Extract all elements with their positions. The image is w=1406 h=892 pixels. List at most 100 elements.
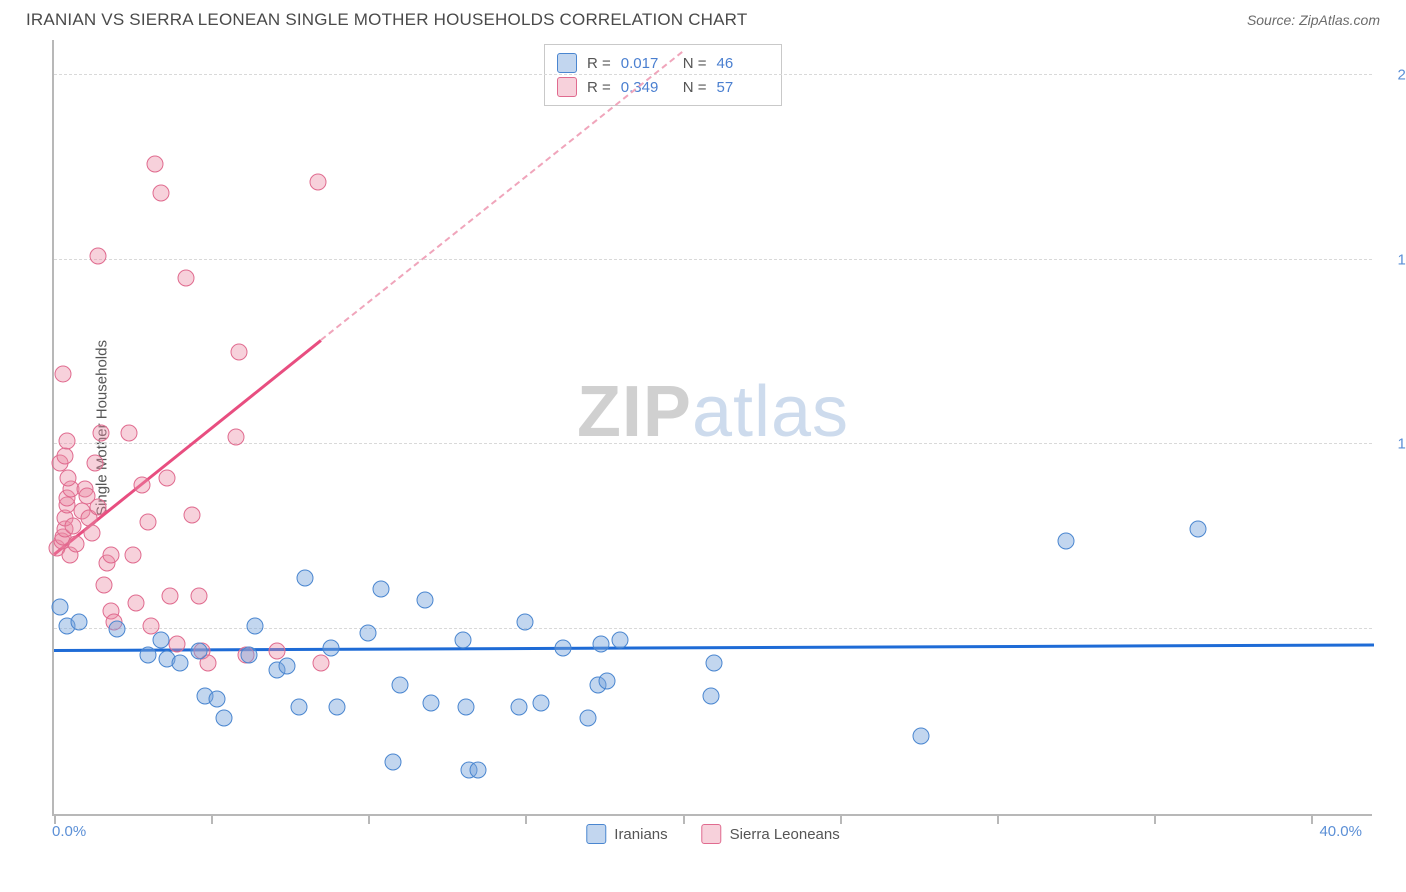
x-tick [1154,814,1156,824]
n-value: 57 [717,79,769,96]
legend-item-sierra-leoneans: Sierra Leoneans [702,824,840,844]
n-label: N = [683,79,707,96]
data-point [231,344,248,361]
x-tick [997,814,999,824]
legend-top-row-pink: R = 0.349 N = 57 [557,75,769,99]
data-point [240,647,257,664]
plot-area: ZIPatlas R = 0.017 N = 46 R = 0.349 N = … [52,40,1372,816]
data-point [278,658,295,675]
data-point [159,469,176,486]
data-point [184,506,201,523]
data-point [127,595,144,612]
trendline [321,51,684,341]
data-point [162,587,179,604]
data-point [372,580,389,597]
data-point [102,547,119,564]
r-label: R = [587,79,611,96]
data-point [152,185,169,202]
data-point [423,695,440,712]
swatch-blue-icon [586,824,606,844]
n-label: N = [683,55,707,72]
data-point [171,654,188,671]
swatch-blue-icon [557,53,577,73]
source-label: Source: ZipAtlas.com [1247,12,1380,28]
data-point [580,709,597,726]
swatch-pink-icon [702,824,722,844]
watermark-zip: ZIP [577,372,692,452]
data-point [64,517,81,534]
data-point [360,624,377,641]
data-point [310,174,327,191]
data-point [140,647,157,664]
legend-label: Iranians [614,826,667,843]
data-point [190,587,207,604]
data-point [1058,532,1075,549]
x-tick [840,814,842,824]
data-point [190,643,207,660]
data-point [611,632,628,649]
data-point [140,514,157,531]
data-point [706,654,723,671]
data-point [313,654,330,671]
data-point [533,695,550,712]
data-point [152,632,169,649]
legend-bottom: Iranians Sierra Leoneans [586,824,839,844]
gridline [54,443,1372,444]
data-point [511,698,528,715]
data-point [90,248,107,265]
data-point [168,636,185,653]
data-point [913,728,930,745]
data-point [60,469,77,486]
data-point [68,536,85,553]
data-point [517,613,534,630]
data-point [385,754,402,771]
data-point [457,698,474,715]
legend-label: Sierra Leoneans [730,826,840,843]
x-tick [54,814,56,824]
data-point [134,477,151,494]
data-point [215,709,232,726]
y-tick-label: 15.0% [1397,251,1406,268]
legend-top: R = 0.017 N = 46 R = 0.349 N = 57 [544,44,782,106]
gridline [54,74,1372,75]
gridline [54,259,1372,260]
data-point [58,432,75,449]
data-point [454,632,471,649]
watermark-atlas: atlas [692,372,849,452]
x-tick [1311,814,1313,824]
n-value: 46 [717,55,769,72]
data-point [228,429,245,446]
x-tick [211,814,213,824]
data-point [90,499,107,516]
data-point [592,636,609,653]
chart-title: IRANIAN VS SIERRA LEONEAN SINGLE MOTHER … [26,10,747,30]
x-tick [368,814,370,824]
data-point [1190,521,1207,538]
x-tick [525,814,527,824]
data-point [391,676,408,693]
y-tick-label: 10.0% [1397,436,1406,453]
data-point [209,691,226,708]
x-tick [683,814,685,824]
data-point [178,270,195,287]
x-tick-max: 40.0% [1319,823,1362,840]
data-point [470,761,487,778]
data-point [96,576,113,593]
data-point [322,639,339,656]
r-label: R = [587,55,611,72]
data-point [555,639,572,656]
data-point [83,525,100,542]
legend-item-iranians: Iranians [586,824,667,844]
swatch-pink-icon [557,77,577,97]
data-point [146,155,163,172]
data-point [328,698,345,715]
data-point [52,599,69,616]
data-point [93,425,110,442]
data-point [57,447,74,464]
data-point [121,425,138,442]
data-point [247,617,264,634]
data-point [124,547,141,564]
data-point [702,687,719,704]
x-tick-min: 0.0% [52,823,86,840]
data-point [599,672,616,689]
